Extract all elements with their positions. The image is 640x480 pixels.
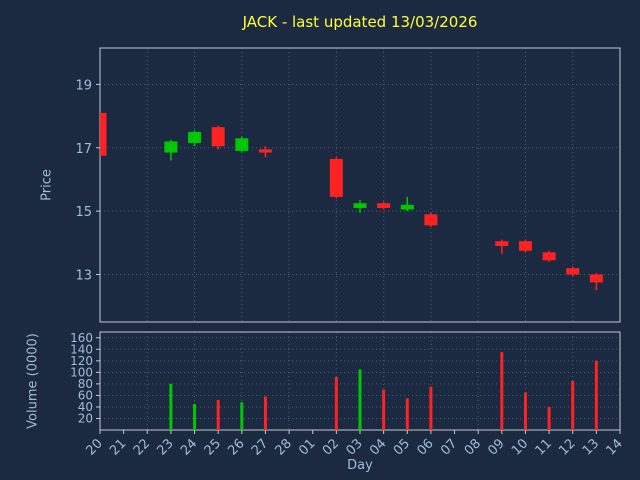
day-tick-label: 11 <box>533 436 555 458</box>
day-tick-label: 20 <box>84 436 106 458</box>
day-tick-label: 10 <box>509 436 531 458</box>
candle-body <box>235 138 249 151</box>
candles-group <box>100 112 603 291</box>
price-tick-label: 13 <box>75 268 92 283</box>
day-tick-label: 25 <box>202 436 224 458</box>
day-tick-label: 24 <box>178 436 200 458</box>
volume-tick-label: 40 <box>78 400 93 414</box>
price-tick-label: 19 <box>75 78 92 93</box>
day-tick-label: 01 <box>296 436 318 458</box>
chart-title: JACK - last updated 13/03/2026 <box>242 13 478 31</box>
candle-body <box>589 274 603 283</box>
candle-body <box>377 203 391 208</box>
day-tick-label: 23 <box>154 436 176 458</box>
candle-body <box>100 112 107 156</box>
candle-body <box>164 141 178 153</box>
candle-body <box>211 127 225 147</box>
price-panel-frame <box>99 47 621 323</box>
volume-bar <box>594 360 598 430</box>
day-tick-label: 13 <box>580 436 602 458</box>
day-tick-label: 03 <box>344 436 366 458</box>
day-tick-label: 07 <box>438 436 460 458</box>
volume-bar <box>263 396 267 430</box>
volume-bar <box>429 386 433 430</box>
volume-bar <box>193 404 197 430</box>
candle-body <box>353 203 367 208</box>
volume-tick-label: 100 <box>70 365 93 379</box>
price-tick-label: 15 <box>75 205 92 220</box>
volume-bar <box>382 389 386 430</box>
volume-bar <box>500 352 504 430</box>
volume-bar <box>240 402 244 430</box>
candle-body <box>400 204 414 210</box>
price-tick-label: 17 <box>75 142 92 157</box>
volume-tick-label: 160 <box>70 331 93 345</box>
day-tick-label: 14 <box>604 436 626 458</box>
volume-tick-label: 60 <box>78 388 93 402</box>
day-tick-label: 27 <box>249 436 271 458</box>
day-tick-label: 28 <box>273 436 295 458</box>
day-tick-label: 09 <box>485 436 507 458</box>
day-tick-label: 04 <box>367 436 389 458</box>
day-tick-label: 06 <box>414 436 436 458</box>
volume-tick-label: 20 <box>78 411 93 425</box>
candle-body <box>329 158 343 197</box>
volume-bar <box>571 381 575 430</box>
candle-body <box>566 268 580 275</box>
candle-body <box>518 241 532 251</box>
volume-tick-label: 80 <box>78 377 93 391</box>
candle-body <box>495 241 509 246</box>
day-axis-label: Day <box>347 458 373 473</box>
candle-body <box>424 214 438 226</box>
volume-bar <box>358 369 362 430</box>
day-tick-label: 05 <box>391 436 413 458</box>
volume-tick-label: 120 <box>70 354 93 368</box>
day-tick-label: 22 <box>131 436 153 458</box>
day-tick-label: 26 <box>225 436 247 458</box>
day-tick-label: 12 <box>556 436 578 458</box>
day-tick-label: 08 <box>462 436 484 458</box>
volume-bar <box>216 400 220 430</box>
candle-body <box>188 131 202 144</box>
volume-tick-label: 140 <box>70 342 93 356</box>
candle-body <box>542 252 556 261</box>
volume-bar <box>169 383 173 430</box>
volume-bar <box>334 376 338 430</box>
day-tick-label: 02 <box>320 436 342 458</box>
volume-bar <box>547 406 551 430</box>
volume-bar <box>523 392 527 430</box>
volume-bar <box>405 398 409 430</box>
day-tick-label: 21 <box>107 436 129 458</box>
candle-body <box>258 149 272 153</box>
